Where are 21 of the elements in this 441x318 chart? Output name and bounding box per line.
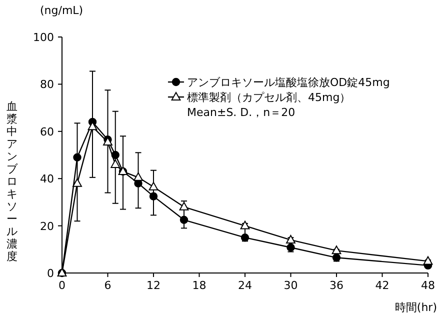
y-tick-label: 0 bbox=[47, 267, 54, 280]
y-tick-label: 100 bbox=[33, 31, 54, 44]
x-tick-label: 18 bbox=[192, 279, 206, 292]
y-tick-label: 40 bbox=[40, 172, 54, 186]
y-tick-label: 20 bbox=[40, 220, 54, 233]
x-axis-title: 時間(hr) bbox=[394, 301, 437, 314]
text: (ng/mL) bbox=[40, 4, 84, 17]
legend-label: アンブロキソール塩酸塩徐放OD錠45mg bbox=[187, 76, 390, 89]
x-tick-label: 12 bbox=[146, 279, 160, 292]
text: 血漿中アンブロキソール濃度 bbox=[6, 100, 18, 263]
legend-label: 標準製剤（カプセル剤、45mg） bbox=[187, 91, 351, 104]
x-tick-label: 42 bbox=[375, 279, 390, 292]
annotation: Mean±S. D.，n＝20 bbox=[187, 106, 296, 119]
x-tick-label: 6 bbox=[104, 279, 112, 292]
x-tick-label: 30 bbox=[284, 279, 298, 292]
x-tick-label: 36 bbox=[330, 279, 344, 292]
y-tick-label: 80 bbox=[40, 78, 54, 92]
x-tick-label: 48 bbox=[421, 279, 435, 292]
y-tick-label: 60 bbox=[40, 125, 54, 138]
x-tick-label: 0 bbox=[58, 279, 66, 292]
x-tick-label: 24 bbox=[238, 279, 252, 292]
